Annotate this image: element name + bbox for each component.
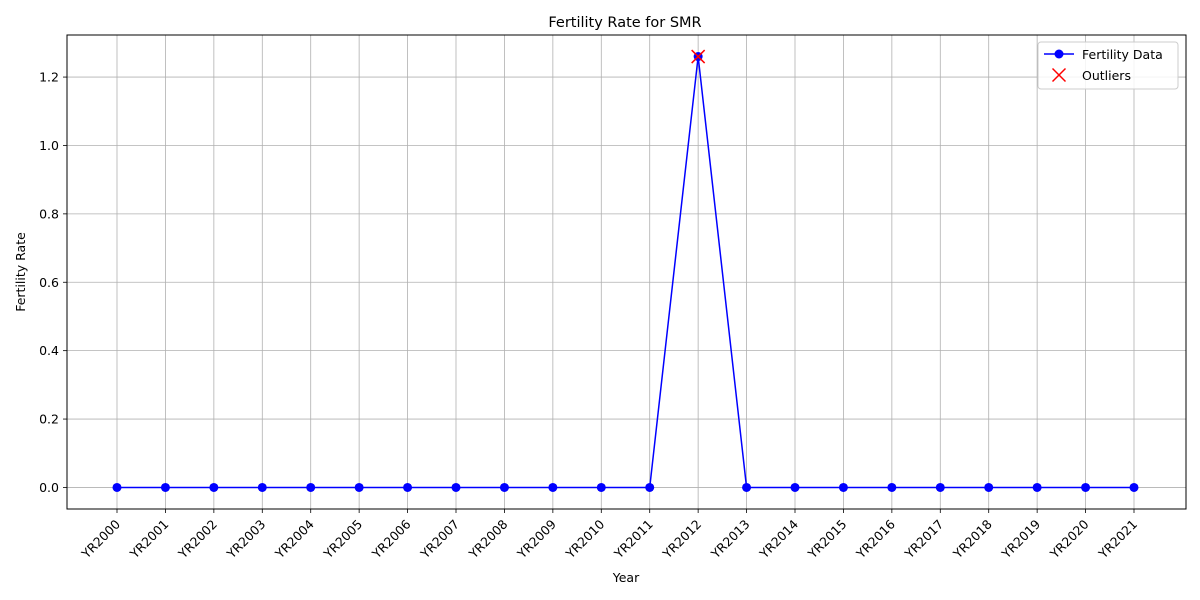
data-point bbox=[451, 482, 461, 492]
data-point bbox=[499, 482, 509, 492]
y-tick-label: 0.6 bbox=[39, 275, 59, 290]
legend-outlier-swatch bbox=[1051, 67, 1067, 83]
data-point bbox=[1081, 482, 1091, 492]
y-tick-label: 1.2 bbox=[39, 70, 59, 85]
data-point bbox=[984, 482, 994, 492]
data-point bbox=[403, 482, 413, 492]
data-point bbox=[160, 482, 170, 492]
y-tick-label: 0.8 bbox=[39, 206, 59, 221]
data-point bbox=[838, 482, 848, 492]
data-point bbox=[354, 482, 364, 492]
data-point bbox=[548, 482, 558, 492]
x-axis-label: Year bbox=[612, 570, 640, 585]
chart-title: Fertility Rate for SMR bbox=[548, 15, 701, 31]
y-axis-label: Fertility Rate bbox=[13, 232, 28, 312]
data-point bbox=[887, 482, 897, 492]
data-point bbox=[1129, 482, 1139, 492]
data-point bbox=[742, 482, 752, 492]
data-point bbox=[306, 482, 316, 492]
data-point bbox=[209, 482, 219, 492]
data-point bbox=[1032, 482, 1042, 492]
data-point bbox=[257, 482, 267, 492]
series-layer bbox=[112, 49, 1139, 492]
outlier-marker bbox=[691, 49, 706, 64]
data-point bbox=[790, 482, 800, 492]
legend-label-fertility: Fertility Data bbox=[1082, 47, 1163, 62]
outlier-x-stroke bbox=[691, 49, 706, 64]
data-point bbox=[645, 482, 655, 492]
data-point bbox=[112, 482, 122, 492]
series-line-fertility-data bbox=[117, 56, 1134, 489]
plot-area bbox=[66, 34, 1187, 510]
legend-label-outliers: Outliers bbox=[1082, 68, 1131, 83]
legend-x-stroke bbox=[1051, 67, 1067, 83]
legend-marker-swatch bbox=[1054, 49, 1064, 59]
y-tick-label: 0.0 bbox=[39, 480, 59, 495]
y-tick-label: 0.2 bbox=[39, 412, 59, 427]
y-tick-label: 0.4 bbox=[39, 343, 59, 358]
data-point bbox=[596, 482, 606, 492]
data-point bbox=[935, 482, 945, 492]
y-tick-label: 1.0 bbox=[39, 138, 59, 153]
legend: Fertility Data Outliers bbox=[1037, 41, 1179, 90]
